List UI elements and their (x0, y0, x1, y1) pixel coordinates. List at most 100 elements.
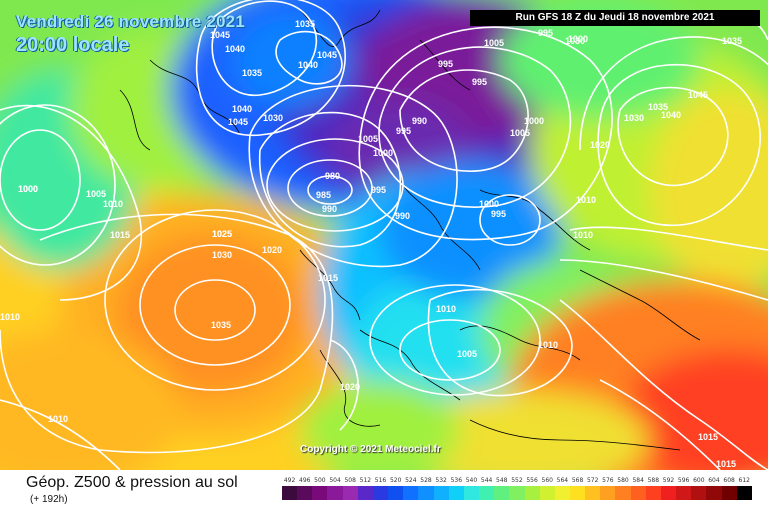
scale-label: 532 (435, 477, 447, 484)
pressure-label: 1035 (211, 320, 231, 330)
pressure-label: 980 (325, 171, 340, 181)
pressure-labels: 1045 1040 1035 1030 1040 1045 1035 1040 … (0, 19, 742, 469)
scale-label: 604 (708, 477, 720, 484)
pressure-label: 1045 (317, 50, 337, 60)
scale-label: 596 (677, 477, 690, 484)
scale-label: 536 (450, 477, 463, 484)
scale-label: 588 (647, 477, 660, 484)
pressure-label: 1010 (48, 414, 68, 424)
pressure-label: 990 (412, 116, 427, 126)
pressure-label: 1030 (565, 36, 585, 46)
scale-step: 584 (630, 476, 646, 502)
pressure-label: 1010 (436, 304, 456, 314)
scale-step: 588 (645, 476, 661, 502)
scale-step: 596 (676, 476, 692, 502)
scale-step: 612 (736, 476, 752, 502)
scale-label: 508 (344, 477, 356, 484)
scale-step: 564 (554, 476, 570, 502)
scale-swatch (357, 486, 373, 500)
color-scale: 492 496 500 504 508 512 516 520 524 528 532 536 540 5… (282, 476, 752, 502)
pressure-label: 990 (395, 211, 410, 221)
scale-label: 500 (314, 477, 326, 484)
scale-step: 560 (539, 476, 555, 502)
scale-swatch (524, 486, 540, 500)
scale-label: 548 (496, 477, 508, 484)
pressure-label: 1020 (590, 140, 610, 150)
pressure-label: 1025 (212, 229, 232, 239)
pressure-label: 1045 (210, 30, 230, 40)
pressure-label: 1000 (524, 116, 544, 126)
scale-swatch (494, 486, 510, 500)
scale-label: 560 (541, 477, 553, 484)
pressure-label: 1010 (0, 312, 20, 322)
pressure-label: 1030 (212, 250, 232, 260)
map-canvas: 1045 1040 1035 1030 1040 1045 1035 1040 … (0, 0, 768, 470)
scale-label: 608 (723, 477, 735, 484)
scale-step: 492 (282, 476, 298, 502)
pressure-label: 1040 (661, 110, 681, 120)
scale-label: 576 (602, 477, 614, 484)
scale-label: 512 (359, 477, 372, 484)
isobars (0, 0, 768, 470)
scale-swatch (706, 486, 722, 500)
pressure-label: 1015 (110, 230, 130, 240)
scale-swatch (282, 486, 298, 500)
scale-label: 552 (511, 477, 523, 484)
scale-label: 504 (329, 477, 341, 484)
pressure-label: 1010 (576, 195, 596, 205)
scale-step: 572 (585, 476, 601, 502)
pressure-label: 1040 (225, 44, 245, 54)
scale-step: 608 (721, 476, 737, 502)
pressure-label: 1035 (242, 68, 262, 78)
scale-label: 540 (465, 477, 478, 484)
pressure-label: 995 (438, 59, 453, 69)
scale-swatch (585, 486, 601, 500)
pressure-label: 1000 (479, 199, 499, 209)
scale-step: 576 (600, 476, 616, 502)
legend-footer: Géop. Z500 & pression au sol (+ 192h) 49… (0, 470, 768, 512)
scale-step: 580 (615, 476, 631, 502)
scale-label: 584 (632, 477, 644, 484)
scale-step: 504 (327, 476, 343, 502)
scale-swatch (327, 486, 343, 500)
scale-swatch (736, 486, 752, 500)
scale-step: 604 (706, 476, 722, 502)
pressure-label: 1005 (510, 128, 530, 138)
scale-step: 536 (448, 476, 464, 502)
scale-swatch (676, 486, 692, 500)
pressure-label: 1000 (18, 184, 38, 194)
scale-swatch (342, 486, 358, 500)
scale-step: 544 (479, 476, 495, 502)
pressure-label: 995 (472, 77, 487, 87)
pressure-label: 1020 (262, 245, 282, 255)
pressure-label: 1010 (573, 230, 593, 240)
scale-swatch (509, 486, 525, 500)
scale-swatch (569, 486, 586, 500)
scale-label: 520 (389, 477, 402, 484)
scale-step: 548 (494, 476, 510, 502)
scale-label: 556 (526, 477, 538, 484)
scale-label: 568 (571, 477, 584, 484)
scale-swatch (554, 486, 570, 500)
scale-label: 528 (420, 477, 432, 484)
scale-label: 544 (480, 477, 493, 484)
scale-swatch (691, 486, 707, 500)
scale-step: 552 (509, 476, 525, 502)
scale-step: 508 (342, 476, 358, 502)
scale-label: 600 (693, 477, 705, 484)
scale-swatch (539, 486, 555, 500)
pressure-label: 995 (371, 185, 386, 195)
pressure-label: 1015 (318, 273, 338, 283)
scale-swatch (630, 486, 646, 500)
pressure-label: 1035 (722, 36, 742, 46)
geopotential-field (0, 0, 768, 470)
pressure-label: 1000 (373, 148, 393, 158)
pressure-label: 1040 (232, 104, 252, 114)
scale-step: 568 (569, 476, 586, 502)
pressure-label: 1025 (212, 229, 232, 239)
scale-swatch (463, 486, 480, 500)
scale-label: 564 (556, 477, 569, 484)
pressure-label: 1010 (103, 199, 123, 209)
pressure-label: 995 (491, 209, 506, 219)
scale-label: 496 (299, 477, 311, 484)
